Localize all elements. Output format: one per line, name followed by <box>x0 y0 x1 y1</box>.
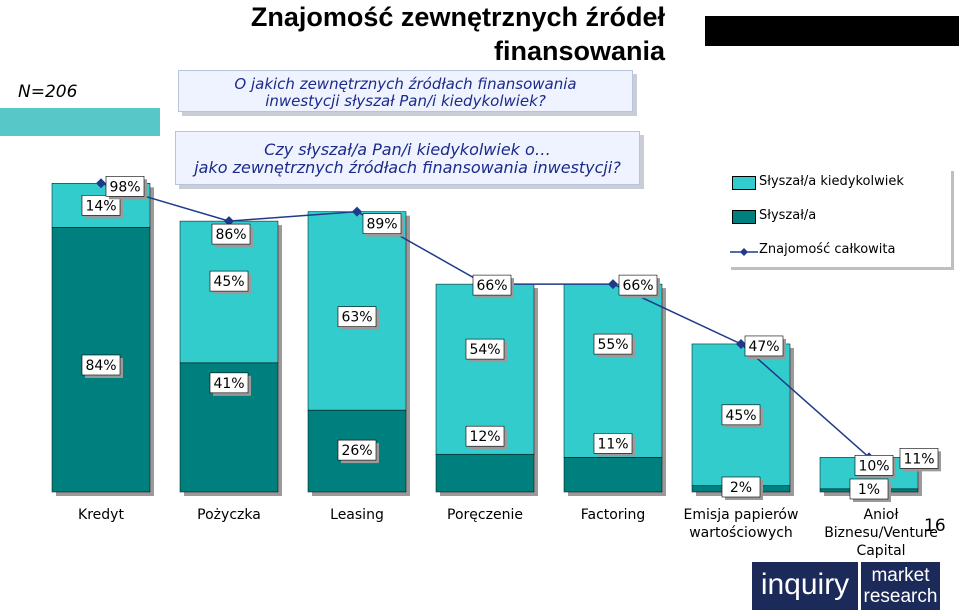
category-label-6-0: Anioł <box>864 507 899 523</box>
total-line-point-2 <box>352 206 362 217</box>
category-label-6-1: Biznesu/Venture <box>824 525 938 541</box>
bar-kiedykolwiek-4 <box>563 283 663 458</box>
label-kiedykolwiek-4: 55% <box>597 337 628 353</box>
logo-market: market <box>871 565 930 586</box>
logo-inquiry: inquiry <box>752 562 858 610</box>
category-label-0-0: Kredyt <box>78 507 124 523</box>
category-label-1-0: Pożyczka <box>197 507 261 523</box>
bar-kiedykolwiek-3 <box>435 283 535 455</box>
category-label-5-0: Emisja papierów <box>684 507 799 523</box>
label-kiedykolwiek-2-box <box>337 306 377 327</box>
header-accent-strip <box>0 108 160 136</box>
label-kiedykolwiek-5: 45% <box>725 408 756 424</box>
label-total-4: 66% <box>622 278 653 294</box>
company-logo: inquiry market research <box>752 562 940 610</box>
label-slyszal-5-box <box>721 476 761 498</box>
label-kiedykolwiek-0: 14% <box>85 198 116 214</box>
question-1-line-1: O jakich zewnętrznych źródłach finansowa… <box>234 75 577 93</box>
label-slyszal-6-box <box>849 478 889 500</box>
question-box-1: O jakich zewnętrznych źródłach finansowa… <box>178 70 633 112</box>
question-2-line-2: jako zewnętrznych źródłach finansowania … <box>194 158 621 177</box>
label-slyszal-0: 84% <box>85 358 116 374</box>
label-total-3-box <box>472 274 512 296</box>
logo-research: research <box>863 586 938 607</box>
label-slyszal-4: 11% <box>597 436 628 452</box>
label-slyszal-2-box <box>337 439 377 461</box>
label-slyszal-5: 2% <box>730 480 752 496</box>
label-kiedykolwiek-5-box <box>721 404 761 426</box>
total-line-point-0 <box>96 178 106 189</box>
label-total-0: 98% <box>109 179 140 195</box>
label-total-5: 47% <box>748 339 779 355</box>
label-kiedykolwiek-3-box <box>465 338 505 360</box>
label-kiedykolwiek-1: 45% <box>213 274 244 290</box>
label-total-4-box <box>618 274 658 296</box>
label-slyszal-0-box <box>81 354 121 376</box>
logo-market-research: market research <box>861 562 940 610</box>
category-label-6-2: Capital <box>856 543 905 559</box>
question-box-2: Czy słyszał/a Pan/i kiedykolwiek o… jako… <box>175 131 640 185</box>
legend-label-slyszal: Słyszał/a <box>759 208 817 223</box>
label-kiedykolwiek-0-box <box>81 195 121 216</box>
legend-swatch-slyszal <box>732 210 756 224</box>
chart-legend: Słyszał/a kiedykolwiek Słyszał/a Znajomo… <box>728 168 951 267</box>
category-label-5-1: wartościowych <box>689 525 793 541</box>
label-kiedykolwiek-1-box <box>209 270 249 292</box>
legend-label-znajomosc: Znajomość całkowita <box>759 242 896 257</box>
label-total-1: 86% <box>215 227 246 243</box>
legend-swatch-kiedykolwiek <box>732 176 756 190</box>
total-line-point-1 <box>224 216 234 227</box>
label-slyszal-3: 12% <box>469 429 500 445</box>
category-label-4-0: Factoring <box>581 507 646 523</box>
question-1-line-2: inwestycji słyszał Pan/i kiedykolwiek? <box>265 92 546 110</box>
label-total-2: 89% <box>366 217 397 233</box>
label-total-2-box <box>362 213 402 234</box>
label-slyszal-4-box <box>593 433 633 454</box>
label-slyszal-3-box <box>465 425 505 447</box>
bar-slyszal-3 <box>435 453 535 493</box>
label-slyszal-2: 26% <box>341 443 372 459</box>
sample-size-label: N=206 <box>18 82 78 102</box>
label-slyszal-1-box <box>209 372 249 394</box>
legend-label-kiedykolwiek: Słyszał/a kiedykolwiek <box>759 174 904 189</box>
header-black-bar <box>705 16 959 46</box>
label-slyszal-1: 41% <box>213 376 244 392</box>
category-label-2-0: Leasing <box>330 507 384 523</box>
label-slyszal-6: 1% <box>858 482 880 498</box>
label-kiedykolwiek-6: 10% <box>858 458 889 474</box>
bar-slyszal-4 <box>563 457 663 493</box>
total-line-point-4 <box>608 279 618 290</box>
label-total-5-box <box>744 335 784 357</box>
label-total-1-box <box>211 223 251 245</box>
label-total-0-box <box>105 176 145 197</box>
question-2-line-1: Czy słyszał/a Pan/i kiedykolwiek o… <box>264 140 551 159</box>
total-line-point-5 <box>736 338 746 349</box>
label-total-3: 66% <box>476 278 507 294</box>
label-total-6: 11% <box>903 451 934 467</box>
label-kiedykolwiek-3: 54% <box>469 342 500 358</box>
category-label-3-0: Poręczenie <box>447 507 523 523</box>
legend-line-icon <box>730 248 758 256</box>
page-title: Znajomość zewnętrznych źródeł finansowan… <box>250 2 665 66</box>
page-number: 16 <box>924 516 946 536</box>
label-total-6-box <box>899 448 939 469</box>
label-kiedykolwiek-4-box <box>593 333 633 355</box>
label-kiedykolwiek-6-box <box>854 455 894 476</box>
label-kiedykolwiek-2: 63% <box>341 310 372 326</box>
